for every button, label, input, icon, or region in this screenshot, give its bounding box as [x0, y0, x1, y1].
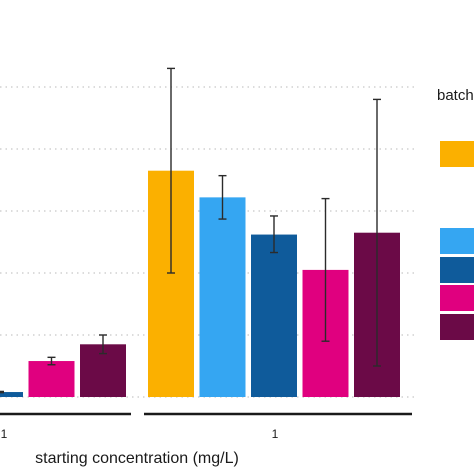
legend-key	[440, 141, 474, 167]
x-axis-title: starting concentration (mg/L)	[35, 450, 239, 467]
bar	[199, 197, 246, 397]
bar	[251, 234, 297, 397]
bar	[28, 361, 75, 397]
legend-title: batch	[437, 87, 474, 104]
legend-key	[440, 285, 474, 311]
x-tick-label: 1	[1, 427, 8, 441]
legend-key	[440, 257, 474, 283]
legend-keys	[440, 141, 474, 340]
legend: batch	[437, 87, 474, 340]
bars	[0, 170, 400, 397]
bar	[0, 392, 23, 397]
x-tick-label: 1	[272, 427, 279, 441]
legend-key	[440, 228, 474, 254]
legend-key	[440, 314, 474, 340]
error-bars	[0, 67, 381, 394]
